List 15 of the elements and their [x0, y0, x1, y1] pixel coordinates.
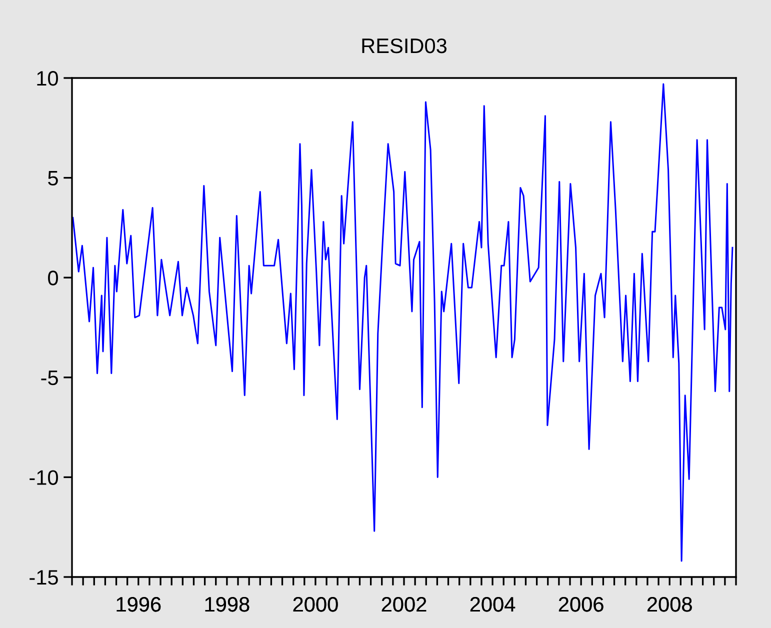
x-tick-label: 2004: [470, 596, 516, 612]
y-tick-label: 10: [37, 71, 58, 86]
x-tick-label: 1998: [205, 596, 250, 612]
chart-title: RESID03: [362, 38, 447, 54]
line-series: [72, 83, 734, 562]
y-tick-label: -10: [30, 470, 58, 485]
y-tick-label: 0: [48, 270, 58, 286]
y-tick-label: 5: [48, 171, 58, 186]
y-tick-label: -15: [30, 570, 58, 585]
x-tick-label: 2008: [647, 596, 692, 612]
x-tick-label: 2000: [293, 596, 338, 612]
y-tick-label: -5: [41, 370, 58, 386]
x-tick-label: 2002: [382, 596, 426, 612]
x-tick-label: 1996: [116, 596, 161, 612]
x-tick-label: 2006: [558, 596, 604, 612]
